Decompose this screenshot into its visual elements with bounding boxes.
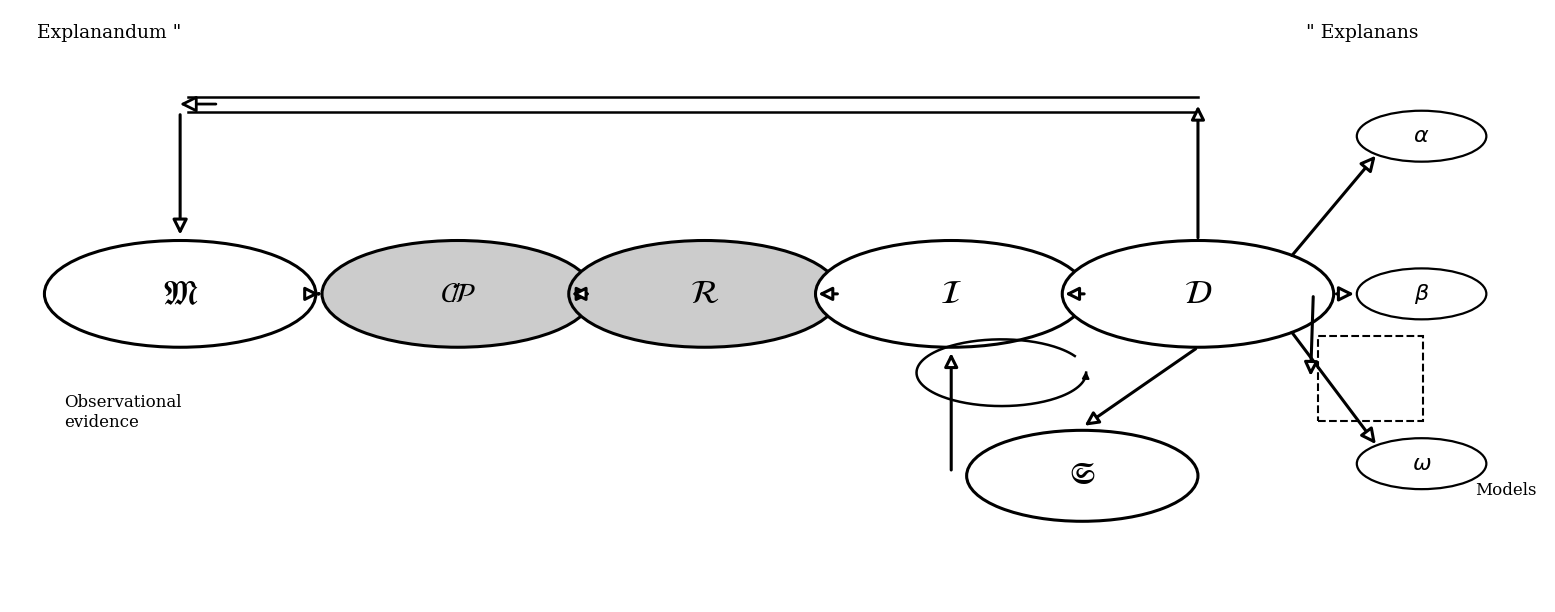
- Text: Explanandum ": Explanandum ": [37, 24, 180, 42]
- Circle shape: [1358, 111, 1487, 162]
- Circle shape: [1062, 241, 1334, 347]
- Text: $\omega$: $\omega$: [1412, 453, 1432, 474]
- Circle shape: [45, 241, 316, 347]
- Circle shape: [967, 430, 1197, 521]
- FancyBboxPatch shape: [1319, 337, 1423, 421]
- Text: $\beta$: $\beta$: [1413, 282, 1429, 306]
- Circle shape: [1358, 269, 1487, 319]
- Text: $\mathfrak{S}$: $\mathfrak{S}$: [1070, 461, 1095, 490]
- Circle shape: [322, 241, 594, 347]
- Circle shape: [815, 241, 1087, 347]
- Text: Models: Models: [1476, 482, 1536, 499]
- Text: Observational
evidence: Observational evidence: [64, 394, 182, 430]
- Text: $\mathcal{C\!/\!P}$: $\mathcal{C\!/\!P}$: [440, 280, 476, 308]
- Circle shape: [569, 241, 840, 347]
- Text: $\mathcal{R}$: $\mathcal{R}$: [690, 277, 718, 310]
- Text: $\mathcal{D}$: $\mathcal{D}$: [1183, 277, 1211, 310]
- Circle shape: [1358, 438, 1487, 489]
- Text: " Explanans: " Explanans: [1306, 24, 1418, 42]
- Text: $\mathfrak{M}$: $\mathfrak{M}$: [162, 277, 199, 310]
- Text: $\mathcal{I}$: $\mathcal{I}$: [941, 277, 963, 310]
- Text: $\alpha$: $\alpha$: [1413, 126, 1429, 146]
